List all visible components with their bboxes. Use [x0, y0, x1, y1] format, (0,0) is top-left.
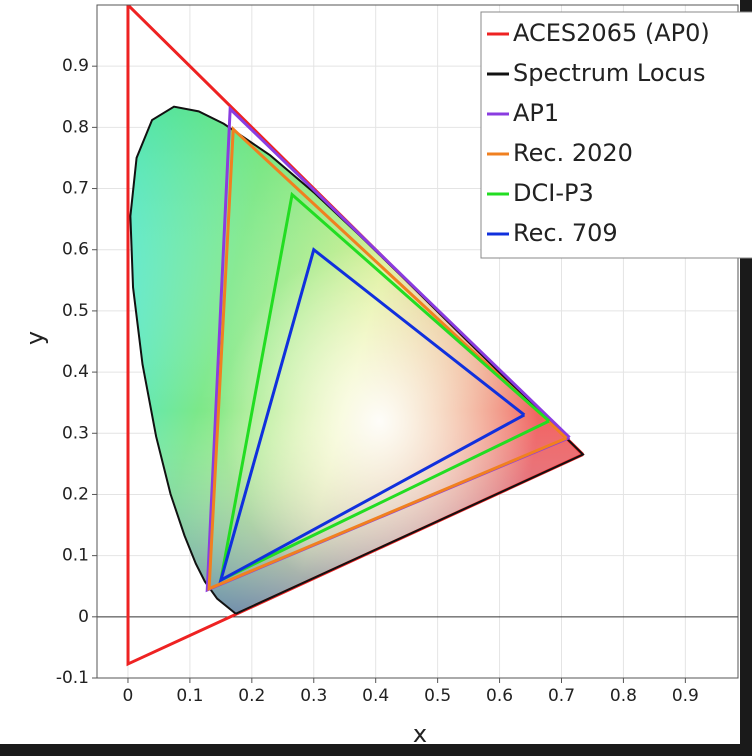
x-tick-label: 0.7 — [548, 686, 575, 706]
x-tick-label: 0.4 — [362, 686, 389, 706]
x-tick-label: 0.6 — [486, 686, 513, 706]
x-axis-label: x — [413, 720, 427, 748]
y-tick-label: -0.1 — [56, 668, 89, 688]
legend-label: DCI-P3 — [513, 179, 594, 207]
y-tick-label: 0.6 — [62, 240, 89, 260]
series-line — [218, 247, 526, 584]
x-tick-label: 0.1 — [176, 686, 203, 706]
legend-label: AP1 — [513, 99, 559, 127]
plot-frame — [96, 4, 739, 679]
locus-fill — [130, 106, 583, 614]
y-tick-label: 0 — [78, 607, 89, 627]
x-tick-label: 0.3 — [300, 686, 327, 706]
legend-label: Rec. 2020 — [513, 139, 633, 167]
y-tick-label: 0.2 — [62, 484, 89, 504]
series-line — [218, 191, 551, 583]
y-axis-label: y — [21, 331, 49, 345]
x-tick-label: 0.2 — [238, 686, 265, 706]
x-tick-label: 0 — [123, 686, 134, 706]
legend-label: Rec. 709 — [513, 219, 618, 247]
x-tick-label: 0.8 — [610, 686, 637, 706]
legend-label: ACES2065 (AP0) — [513, 19, 710, 47]
legend-box — [480, 11, 752, 259]
x-tick-label: 0.5 — [424, 686, 451, 706]
y-tick-label: 0.9 — [62, 56, 89, 76]
locus-fill — [130, 106, 583, 614]
legend: ACES2065 (AP0) Spectrum Locus AP1 Rec. 2020… — [480, 11, 752, 259]
plot — [126, 5, 585, 667]
x-tick-label: 0.9 — [672, 686, 699, 706]
legend-label: Spectrum Locus — [513, 59, 705, 87]
y-tick-label: 0.3 — [62, 423, 89, 443]
y-tick-label: 0.4 — [62, 362, 89, 382]
y-tick-label: 0.1 — [62, 546, 89, 566]
series-line — [129, 105, 585, 615]
y-tick-label: 0.7 — [62, 179, 89, 199]
series-line — [207, 125, 568, 591]
y-tick-label: 0.5 — [62, 301, 89, 321]
ticks: 0 0.1 0.2 0.3 0.4 0.5 0.6 0.7 0.8 0.9 -0.1 0 0.1 0.2 0… — [56, 56, 699, 706]
y-tick-label: 0.8 — [62, 117, 89, 137]
